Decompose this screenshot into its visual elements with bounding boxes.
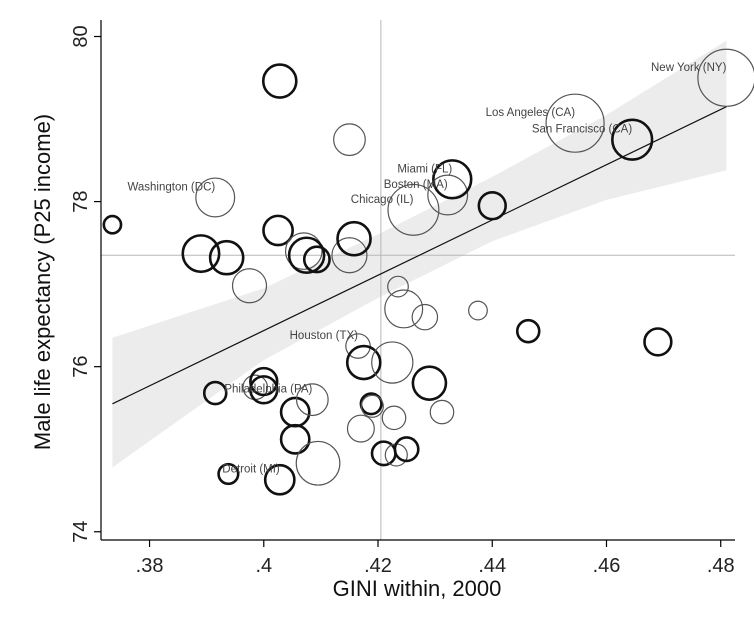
x-axis-title: GINI within, 2000	[333, 576, 502, 601]
y-tick-label: 78	[70, 190, 92, 212]
data-point	[411, 365, 448, 401]
y-tick-label: 80	[70, 25, 92, 47]
data-point	[279, 396, 311, 428]
data-point	[384, 289, 424, 329]
y-axis-title: Male life expectancy (P25 income)	[30, 114, 55, 450]
data-label: Detroit (MI)	[222, 464, 280, 476]
data-point	[359, 392, 383, 416]
data-point	[208, 239, 245, 276]
x-tick-label: .4	[255, 555, 272, 577]
data-label: Los Angeles (CA)	[486, 107, 576, 119]
data-point	[411, 303, 439, 331]
data-label: Houston (TX)	[290, 330, 359, 342]
data-point	[429, 399, 455, 425]
data-point	[261, 63, 298, 99]
y-tick-label: 74	[70, 521, 92, 543]
data-point	[346, 414, 375, 443]
data-point	[302, 245, 331, 274]
data-point	[102, 214, 123, 235]
data-point	[333, 123, 366, 157]
data-point	[387, 183, 440, 236]
confidence-band-layer	[112, 40, 727, 468]
axes: .38 .4 .42 .44 .46 .48 74 76 78 80	[70, 20, 735, 577]
data-label: Chicago (IL)	[351, 194, 414, 206]
reference-lines	[101, 20, 735, 540]
data-point	[545, 93, 605, 153]
data-point	[217, 462, 240, 486]
x-tick-label: .44	[478, 555, 506, 577]
data-point	[387, 275, 409, 298]
data-point	[345, 344, 382, 381]
data-point	[295, 440, 341, 486]
data-point	[181, 234, 221, 274]
x-tick-label: .48	[707, 555, 735, 577]
data-point	[515, 318, 541, 344]
fit-line-layer	[112, 106, 727, 405]
y-tick-label: 76	[70, 356, 92, 378]
x-tick-label: .38	[136, 555, 164, 577]
data-label: New York (NY)	[651, 62, 727, 74]
data-point	[195, 177, 236, 218]
data-label: Philadelphia (PA)	[224, 384, 312, 396]
fit-line	[112, 106, 727, 405]
data-point	[611, 118, 654, 161]
x-tick-label: .42	[364, 555, 392, 577]
data-point	[360, 394, 384, 418]
data-point	[284, 232, 323, 270]
data-label: Boston (MA)	[384, 179, 448, 191]
data-point	[468, 300, 488, 321]
data-point	[381, 405, 407, 431]
data-point	[477, 191, 507, 221]
city-labels: Washington (DC) Detroit (MI) Philadelphia …	[127, 62, 726, 476]
data-point	[249, 366, 279, 397]
data-point	[427, 174, 469, 216]
data-label: Washington (DC)	[127, 181, 215, 193]
data-point	[231, 268, 268, 304]
data-point	[262, 214, 294, 247]
data-point	[202, 380, 228, 406]
data-label: San Francisco (CA)	[532, 124, 633, 136]
data-point	[697, 48, 754, 107]
data-point	[331, 237, 368, 274]
data-point	[336, 220, 372, 257]
data-label: Miami (FL)	[397, 163, 452, 175]
data-point	[287, 236, 326, 275]
confidence-band	[112, 40, 727, 468]
data-point	[279, 423, 311, 455]
data-points	[102, 48, 754, 496]
data-point	[393, 436, 420, 463]
data-point	[295, 383, 329, 417]
data-point	[432, 159, 473, 200]
data-point	[249, 375, 279, 405]
data-point	[643, 327, 673, 357]
data-point	[371, 341, 414, 384]
x-tick-label: .46	[593, 555, 621, 577]
data-point	[263, 463, 296, 496]
